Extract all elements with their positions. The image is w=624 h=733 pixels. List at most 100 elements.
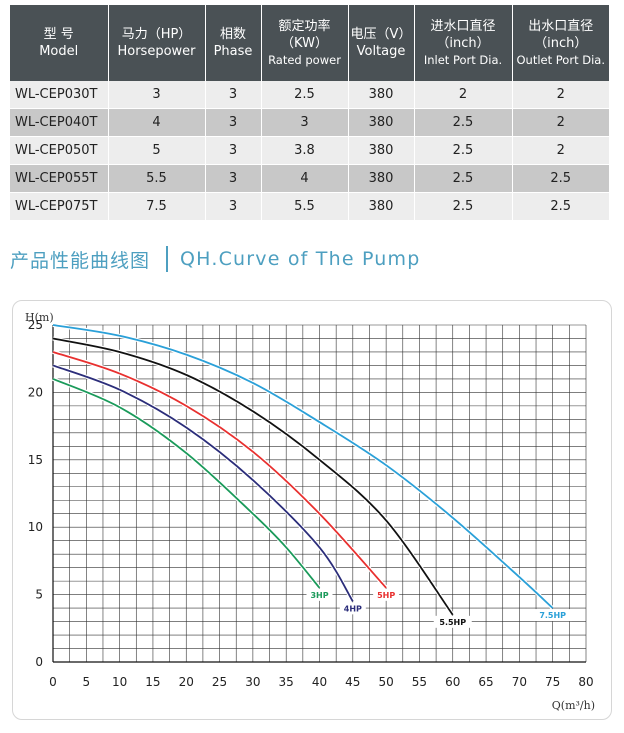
qh-curve-chart: 0 5 10 15 20 25 30 35 40 45 50 55 60 65 70 75 80 0 5 10 15 20… bbox=[12, 300, 612, 720]
curve-label-bg-7-5hp bbox=[533, 609, 572, 622]
y-tick-label: 10 bbox=[28, 520, 43, 534]
table-cell: WL-CEP075T bbox=[10, 192, 109, 221]
table-cell: 2 bbox=[512, 108, 609, 137]
header-rated-power: 额定功率 （KW） Rated power bbox=[261, 5, 349, 81]
table-row: WL-CEP040T 4 3 3 380 2.5 2 bbox=[10, 108, 609, 137]
header-model-en: Model bbox=[39, 44, 79, 59]
table-cell: 380 bbox=[348, 108, 415, 137]
section-title-en: QH.Curve of The Pump bbox=[180, 248, 421, 270]
header-phase-en: Phase bbox=[213, 44, 253, 59]
table-cell: WL-CEP055T bbox=[10, 164, 109, 193]
table-cell: 5 bbox=[108, 136, 206, 165]
table-cell: 5.5 bbox=[108, 164, 206, 193]
header-inlet-port-zh: 进水口直径 bbox=[430, 18, 496, 34]
table-cell: 3 bbox=[205, 136, 262, 165]
y-tick-label: 5 bbox=[35, 588, 43, 602]
x-tick-label: 70 bbox=[512, 675, 527, 689]
header-inlet-port-en: Inlet Port Dia. bbox=[423, 52, 503, 67]
table-cell: 3 bbox=[205, 108, 262, 137]
table-cell: 380 bbox=[348, 81, 415, 109]
table-cell: WL-CEP040T bbox=[10, 108, 109, 137]
x-tick-label: 55 bbox=[412, 675, 427, 689]
table-row: WL-CEP075T 7.5 3 5.5 380 2.5 2.5 bbox=[10, 192, 609, 221]
curve-label-bg-5hp bbox=[373, 588, 400, 601]
y-tick-label: 20 bbox=[28, 385, 43, 399]
x-tick-label: 30 bbox=[245, 675, 260, 689]
title-divider bbox=[166, 246, 169, 272]
curve-label-bg-5-5hp bbox=[433, 615, 472, 628]
table-cell: WL-CEP050T bbox=[10, 136, 109, 165]
curve-label-3hp: 3HP bbox=[310, 591, 328, 600]
curve-label-4hp: 4HP bbox=[344, 604, 362, 613]
curve-label-5-5hp: 5.5HP bbox=[439, 618, 466, 627]
x-axis-label: Q(m³/h) bbox=[552, 699, 595, 712]
y-tick-label: 15 bbox=[28, 453, 43, 467]
header-rated-power-zh: 额定功率 bbox=[278, 18, 331, 34]
table-cell: 2.5 bbox=[414, 164, 513, 193]
x-tick-label: 40 bbox=[312, 675, 327, 689]
table-row: WL-CEP050T 5 3 3.8 380 2.5 2 bbox=[10, 136, 609, 165]
section-title-zh: 产品性能曲线图 bbox=[10, 249, 151, 272]
table-cell: 2.5 bbox=[414, 192, 513, 221]
header-model: 型 号 Model bbox=[10, 5, 109, 81]
table-cell: 2 bbox=[512, 136, 609, 165]
qh-curve-svg: 0 5 10 15 20 25 30 35 40 45 50 55 60 65 70 75 80 0 5 10 15 20… bbox=[25, 311, 595, 712]
section-title: 产品性能曲线图 QH.Curve of The Pump bbox=[10, 244, 421, 274]
header-model-zh: 型 号 bbox=[43, 27, 74, 42]
table-cell: 3 bbox=[205, 81, 262, 109]
table-cell: 380 bbox=[348, 136, 415, 165]
table-cell: 4 bbox=[261, 164, 349, 193]
table-row: WL-CEP055T 5.5 3 4 380 2.5 2.5 bbox=[10, 164, 609, 193]
curve-label-5hp: 5HP bbox=[377, 591, 395, 600]
curve-5-5hp bbox=[52, 337, 454, 616]
table-cell: 7.5 bbox=[108, 192, 206, 221]
header-voltage-zh: 电压（V） bbox=[350, 27, 412, 42]
x-tick-label: 5 bbox=[82, 675, 90, 689]
header-horsepower-zh: 马力（HP） bbox=[121, 27, 192, 42]
x-tick-label: 15 bbox=[145, 675, 160, 689]
curve-3hp bbox=[52, 378, 321, 589]
curve-label-bg-4hp bbox=[339, 602, 366, 615]
curve-4hp bbox=[52, 364, 354, 602]
header-voltage: 电压（V） Voltage bbox=[348, 5, 415, 81]
table-cell: 3 bbox=[205, 192, 262, 221]
y-tick-label: 0 bbox=[35, 655, 43, 669]
table-cell: 5.5 bbox=[261, 192, 349, 221]
y-tick-label: 25 bbox=[28, 318, 43, 332]
table-cell: 2 bbox=[512, 81, 609, 109]
header-inlet-port-unit: （inch） bbox=[436, 35, 490, 51]
y-axis-label: H(m) bbox=[25, 311, 54, 324]
header-phase-zh: 相数 bbox=[219, 27, 246, 42]
table-cell: 2.5 bbox=[512, 192, 609, 221]
x-tick-label: 80 bbox=[578, 675, 593, 689]
table-cell: 380 bbox=[348, 192, 415, 221]
table-cell: 3 bbox=[261, 108, 349, 137]
x-tick-label: 75 bbox=[545, 675, 560, 689]
table-cell: 2 bbox=[414, 81, 513, 109]
header-phase: 相数 Phase bbox=[205, 5, 262, 81]
table-cell: 2.5 bbox=[261, 81, 349, 109]
table-cell: WL-CEP030T bbox=[10, 81, 109, 109]
header-rated-power-en: Rated power bbox=[268, 52, 341, 67]
header-outlet-port-zh: 出水口直径 bbox=[528, 18, 594, 34]
curve-7-5hp bbox=[52, 324, 554, 609]
x-tick-label: 50 bbox=[378, 675, 393, 689]
table-cell: 2.5 bbox=[512, 164, 609, 193]
x-tick-label: 25 bbox=[212, 675, 227, 689]
header-horsepower-en: Horsepower bbox=[117, 44, 196, 59]
table-cell: 3 bbox=[108, 81, 206, 109]
header-outlet-port: 出水口直径 （inch） Outlet Port Dia. bbox=[512, 5, 609, 81]
curve-5hp bbox=[52, 351, 387, 589]
table-header-row: 型 号 Model 马力（HP） Horsepower 相数 Phase 额定功… bbox=[10, 5, 609, 81]
x-tick-label: 0 bbox=[49, 675, 57, 689]
x-tick-label: 65 bbox=[478, 675, 493, 689]
x-tick-label: 45 bbox=[345, 675, 360, 689]
table-cell: 3 bbox=[205, 164, 262, 193]
table-row: WL-CEP030T 3 3 2.5 380 2 2 bbox=[10, 81, 609, 109]
header-voltage-en: Voltage bbox=[356, 44, 406, 59]
header-inlet-port: 进水口直径 （inch） Inlet Port Dia. bbox=[414, 5, 513, 81]
table-cell: 2.5 bbox=[414, 108, 513, 137]
header-rated-power-unit: （KW） bbox=[281, 35, 328, 51]
spec-table: 型 号 Model 马力（HP） Horsepower 相数 Phase 额定功… bbox=[10, 5, 609, 221]
x-tick-label: 20 bbox=[179, 675, 194, 689]
